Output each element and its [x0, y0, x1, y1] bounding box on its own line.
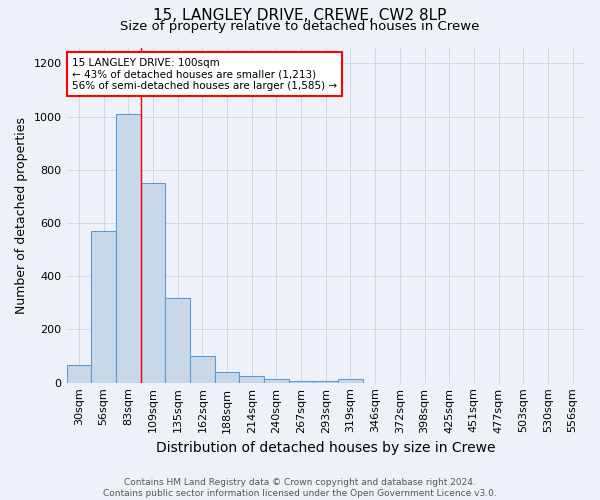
X-axis label: Distribution of detached houses by size in Crewe: Distribution of detached houses by size …	[156, 441, 496, 455]
Text: Size of property relative to detached houses in Crewe: Size of property relative to detached ho…	[121, 20, 479, 33]
Bar	[190, 356, 215, 382]
Text: 15 LANGLEY DRIVE: 100sqm
← 43% of detached houses are smaller (1,213)
56% of sem: 15 LANGLEY DRIVE: 100sqm ← 43% of detach…	[72, 58, 337, 91]
Bar	[338, 380, 363, 382]
Bar	[67, 366, 91, 382]
Y-axis label: Number of detached properties: Number of detached properties	[15, 116, 28, 314]
Bar	[289, 380, 313, 382]
Text: 15, LANGLEY DRIVE, CREWE, CW2 8LP: 15, LANGLEY DRIVE, CREWE, CW2 8LP	[154, 8, 446, 22]
Bar	[140, 183, 165, 382]
Bar	[165, 298, 190, 382]
Text: Contains HM Land Registry data © Crown copyright and database right 2024.
Contai: Contains HM Land Registry data © Crown c…	[103, 478, 497, 498]
Bar	[116, 114, 140, 382]
Bar	[313, 381, 338, 382]
Bar	[91, 231, 116, 382]
Bar	[215, 372, 239, 382]
Bar	[264, 380, 289, 382]
Bar	[239, 376, 264, 382]
